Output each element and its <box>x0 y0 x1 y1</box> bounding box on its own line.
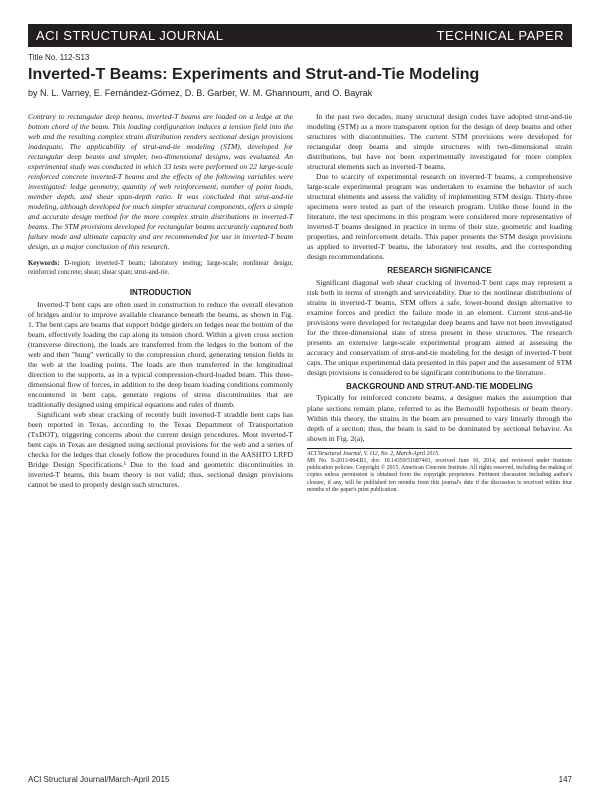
heading-introduction: INTRODUCTION <box>28 288 293 299</box>
footer-page-number: 147 <box>559 775 572 784</box>
footnote-copyright: MS No. S-2013-064.R1, doi: 10.14359/5168… <box>307 458 572 493</box>
keywords-block: Keywords: D-region; inverted-T beam; lab… <box>28 260 293 278</box>
journal-name: ACI STRUCTURAL JOURNAL <box>36 28 223 43</box>
right-column: In the past two decades, many structural… <box>307 112 572 494</box>
intro-para-2: Significant web shear cracking of recent… <box>28 410 293 490</box>
title-number: Title No. 112-S13 <box>28 53 572 62</box>
significance-para: Significant diagonal web shear cracking … <box>307 278 572 378</box>
left-column: Contrary to rectangular deep beams, inve… <box>28 112 293 494</box>
body-columns: Contrary to rectangular deep beams, inve… <box>28 112 572 494</box>
footnote-rule <box>307 448 572 449</box>
right-para-2: Due to scarcity of experimental research… <box>307 172 572 262</box>
intro-para-1: Inverted-T bent caps are often used in c… <box>28 300 293 410</box>
footer-left: ACI Structural Journal/March-April 2015 <box>28 775 169 784</box>
heading-significance: RESEARCH SIGNIFICANCE <box>307 266 572 277</box>
keywords-text: D-region; inverted-T beam; laboratory te… <box>28 260 293 276</box>
abstract-text: Contrary to rectangular deep beams, inve… <box>28 112 293 252</box>
journal-banner: ACI STRUCTURAL JOURNAL TECHNICAL PAPER <box>28 24 572 47</box>
footnote-block: ACI Structural Journal, V. 112, No. 2, M… <box>307 451 572 494</box>
background-para: Typically for reinforced concrete beams,… <box>307 393 572 443</box>
footnote-journal: ACI Structural Journal, V. 112, No. 2, M… <box>307 451 440 457</box>
heading-background: BACKGROUND AND STRUT-AND-TIE MODELING <box>307 382 572 393</box>
article-title: Inverted-T Beams: Experiments and Strut-… <box>28 66 572 84</box>
page-footer: ACI Structural Journal/March-April 2015 … <box>28 775 572 784</box>
keywords-label: Keywords: <box>28 260 60 267</box>
authors-line: by N. L. Varney, E. Fernández-Gómez, D. … <box>28 88 572 98</box>
right-para-1: In the past two decades, many structural… <box>307 112 572 172</box>
paper-type: TECHNICAL PAPER <box>437 28 564 43</box>
